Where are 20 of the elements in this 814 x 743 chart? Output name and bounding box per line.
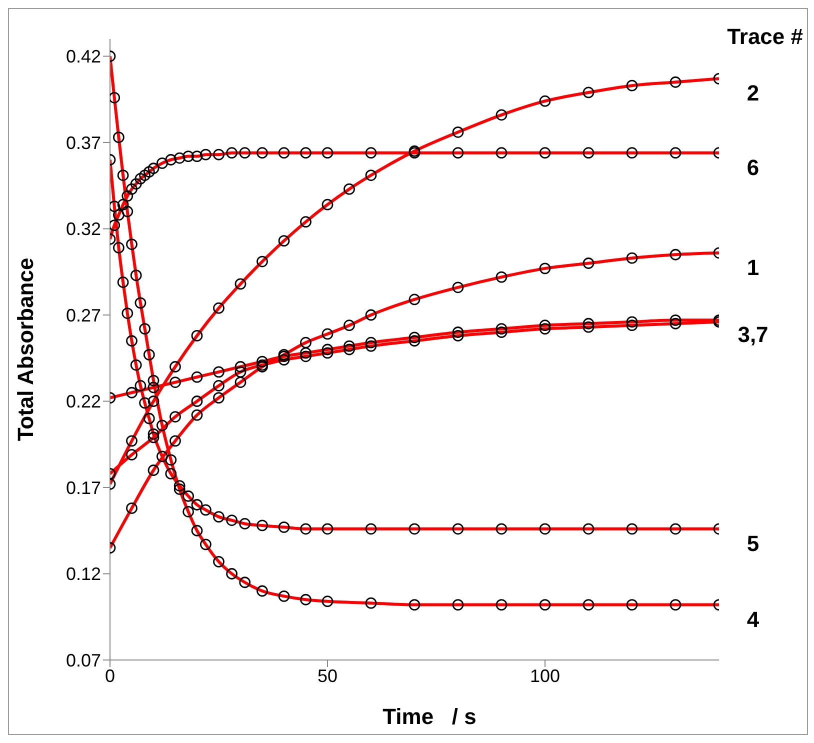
x-tick-label: 0 <box>104 666 116 686</box>
series-label: 1 <box>746 254 760 280</box>
series-label: 6 <box>746 154 760 180</box>
y-tick-label: 0.22 <box>66 392 101 412</box>
series-label: 2 <box>746 80 760 106</box>
x-axis-title: Time / s <box>382 704 476 729</box>
legend-title: Trace # <box>727 24 803 49</box>
y-tick-label: 0.12 <box>66 564 101 584</box>
y-tick-label: 0.32 <box>66 219 101 240</box>
x-tick-label: 100 <box>530 666 560 686</box>
y-axis-title: Total Absorbance <box>13 258 38 442</box>
y-tick-label: 0.42 <box>66 46 101 67</box>
y-tick-label: 0.17 <box>66 478 101 498</box>
series-label: 5 <box>746 530 760 556</box>
x-tick-label: 50 <box>317 666 338 686</box>
series-label: 3,7 <box>738 322 768 348</box>
y-tick-label: 0.27 <box>66 305 101 326</box>
y-tick-label: 0.07 <box>66 650 101 670</box>
series-label: 4 <box>746 606 760 632</box>
y-tick-label: 0.37 <box>66 132 101 153</box>
